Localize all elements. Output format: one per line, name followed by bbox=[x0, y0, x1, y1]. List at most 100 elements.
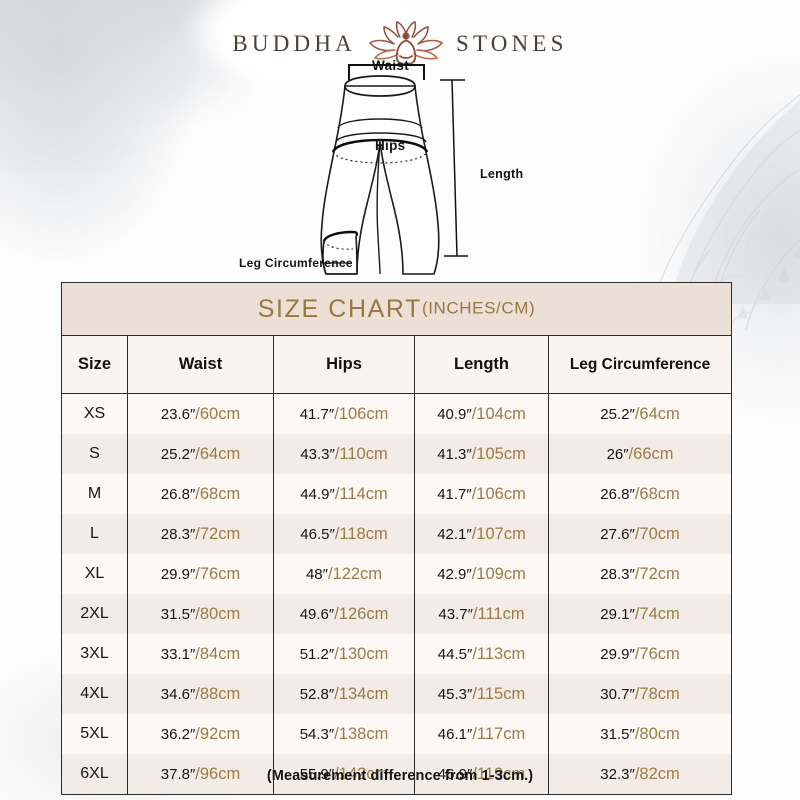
diagram-label-leg-circumference: Leg Circumference bbox=[239, 256, 353, 270]
column-header-size: Size bbox=[61, 335, 128, 394]
value-cm: /111cm bbox=[472, 604, 525, 623]
cell-size: 4XL bbox=[61, 674, 128, 714]
value-cm: /76cm bbox=[634, 644, 680, 663]
value-cm: /122cm bbox=[327, 564, 383, 583]
column-header-leg-circumference: Leg Circumference bbox=[547, 335, 733, 394]
cell-waist: 23.6″/60cm bbox=[127, 393, 274, 434]
brand-word-left: BUDDHA bbox=[232, 30, 356, 56]
diagram-label-length: Length bbox=[480, 167, 524, 181]
value-cm: /130cm bbox=[334, 644, 389, 663]
value-inches: 48″ bbox=[305, 565, 328, 583]
value-cm: /138cm bbox=[334, 724, 389, 743]
value-cm: /115cm bbox=[472, 684, 526, 703]
value-inches: 40.9″ bbox=[437, 405, 472, 423]
cell-leg-circumference: 25.2″/64cm bbox=[547, 393, 733, 434]
cell-size: 3XL bbox=[61, 634, 128, 674]
column-header-hips: Hips bbox=[273, 335, 415, 394]
value-inches: 41.7″ bbox=[299, 405, 335, 423]
value-cm: /107cm bbox=[471, 524, 526, 543]
value-cm: /92cm bbox=[195, 724, 241, 743]
value-inches: 52.8″ bbox=[299, 685, 335, 703]
table-row: S 25.2″/64cm 43.3″/110cm 41.3″/105cm 26″/66c… bbox=[61, 434, 733, 474]
value-cm: /105cm bbox=[471, 444, 526, 463]
value-inches: 26.8″ bbox=[600, 485, 635, 503]
cell-hips: 48″/122cm bbox=[273, 554, 415, 594]
value-inches: 49.6″ bbox=[299, 605, 335, 623]
cell-leg-circumference: 31.5″/80cm bbox=[547, 714, 733, 754]
cell-size: 2XL bbox=[61, 594, 128, 634]
cell-length: 41.7″/106cm bbox=[414, 474, 549, 514]
cell-waist: 26.8″/68cm bbox=[127, 474, 274, 514]
brand-logo: BUDDHA STONES bbox=[0, 20, 800, 66]
value-inches: 54.3″ bbox=[299, 725, 335, 743]
cell-length: 46.1″/117cm bbox=[414, 714, 549, 754]
value-cm: /119cm bbox=[472, 764, 526, 783]
value-inches: 46.1″ bbox=[437, 725, 473, 743]
cell-waist: 37.8″/96cm bbox=[127, 754, 274, 795]
cell-size: XL bbox=[61, 554, 128, 594]
value-inches: 43.7″ bbox=[438, 605, 473, 623]
cell-leg-circumference: 26″/66cm bbox=[547, 434, 733, 474]
table-row: M 26.8″/68cm 44.9″/114cm 41.7″/106cm 26.8″/6… bbox=[61, 474, 733, 514]
value-cm: /118cm bbox=[334, 524, 388, 543]
value-cm: /74cm bbox=[634, 604, 680, 623]
value-inches: 29.9″ bbox=[160, 565, 196, 583]
table-body: XS 23.6″/60cm 41.7″/106cm 40.9″/104cm 25.2″/… bbox=[61, 393, 733, 795]
cell-waist: 28.3″/72cm bbox=[127, 514, 274, 554]
value-inches: 34.6″ bbox=[160, 685, 196, 703]
value-inches: 55.9″ bbox=[299, 765, 335, 783]
measurement-note: (Measurement difference from 1-3cm.) bbox=[266, 768, 534, 784]
cell-length: 42.1″/107cm bbox=[414, 514, 549, 554]
cell-leg-circumference: 26.8″/68cm bbox=[547, 474, 733, 514]
value-cm: /78cm bbox=[634, 684, 680, 703]
cell-hips: 55.9″/142cm bbox=[273, 754, 415, 795]
value-cm: /80cm bbox=[634, 724, 680, 743]
table-row: 6XL 37.8″/96cm 55.9″/142cm 46.9″/119cm 32.3″… bbox=[61, 754, 733, 795]
value-inches: 26.8″ bbox=[160, 485, 196, 503]
value-cm: /66cm bbox=[628, 444, 674, 463]
cell-leg-circumference: 30.7″/78cm bbox=[547, 674, 733, 714]
value-inches: 44.9″ bbox=[300, 485, 335, 503]
cell-hips: 43.3″/110cm bbox=[273, 434, 415, 474]
value-inches: 46.5″ bbox=[300, 525, 335, 543]
cell-hips: 44.9″/114cm bbox=[273, 474, 415, 514]
cell-leg-circumference: 32.3″/82cm bbox=[547, 754, 733, 795]
value-cm: /117cm bbox=[472, 724, 526, 743]
table-row: XL 29.9″/76cm 48″/122cm 42.9″/109cm 28.3″/72… bbox=[61, 554, 733, 594]
size-chart-table-wrapper: SIZE CHART(INCHES/CM) Size Waist Hips Le… bbox=[60, 282, 733, 795]
cell-leg-circumference: 28.3″/72cm bbox=[547, 554, 733, 594]
brand-word-right: STONES bbox=[455, 30, 568, 56]
cell-size: 5XL bbox=[61, 714, 128, 754]
value-inches: 42.9″ bbox=[437, 565, 472, 583]
cell-waist: 31.5″/80cm bbox=[127, 594, 274, 634]
value-inches: 36.2″ bbox=[160, 725, 196, 743]
value-cm: /84cm bbox=[195, 644, 241, 663]
cell-waist: 29.9″/76cm bbox=[127, 554, 274, 594]
value-inches: 41.3″ bbox=[437, 445, 472, 463]
value-inches: 43.3″ bbox=[300, 445, 335, 463]
value-cm: /60cm bbox=[195, 404, 241, 423]
table-title-sub: (INCHES/CM) bbox=[421, 298, 536, 318]
table-row: L 28.3″/72cm 46.5″/118cm 42.1″/107cm 27.6″/7… bbox=[61, 514, 733, 554]
cell-size: 6XL bbox=[61, 754, 128, 795]
value-inches: 41.7″ bbox=[437, 485, 472, 503]
value-cm: /82cm bbox=[634, 764, 680, 783]
cell-hips: 52.8″/134cm bbox=[273, 674, 415, 714]
value-cm: /109cm bbox=[471, 564, 526, 583]
value-cm: /113cm bbox=[472, 644, 526, 663]
size-chart-table: SIZE CHART(INCHES/CM) Size Waist Hips Le… bbox=[60, 282, 733, 795]
table-title-row: SIZE CHART(INCHES/CM) bbox=[60, 282, 733, 336]
value-inches: 27.6″ bbox=[600, 525, 635, 543]
value-inches: 45.3″ bbox=[437, 685, 473, 703]
cell-length: 44.5″/113cm bbox=[414, 634, 549, 674]
cell-length: 43.7″/111cm bbox=[414, 594, 549, 634]
cell-leg-circumference: 29.9″/76cm bbox=[547, 634, 733, 674]
cell-hips: 49.6″/126cm bbox=[273, 594, 415, 634]
value-cm: /68cm bbox=[634, 484, 680, 503]
pants-measurement-diagram: Waist Hips Length Leg Circumference bbox=[0, 56, 800, 282]
value-inches: 44.5″ bbox=[437, 645, 473, 663]
value-cm: /72cm bbox=[634, 564, 680, 583]
cell-waist: 36.2″/92cm bbox=[127, 714, 274, 754]
value-cm: /70cm bbox=[634, 524, 680, 543]
value-inches: 46.9″ bbox=[437, 765, 473, 783]
